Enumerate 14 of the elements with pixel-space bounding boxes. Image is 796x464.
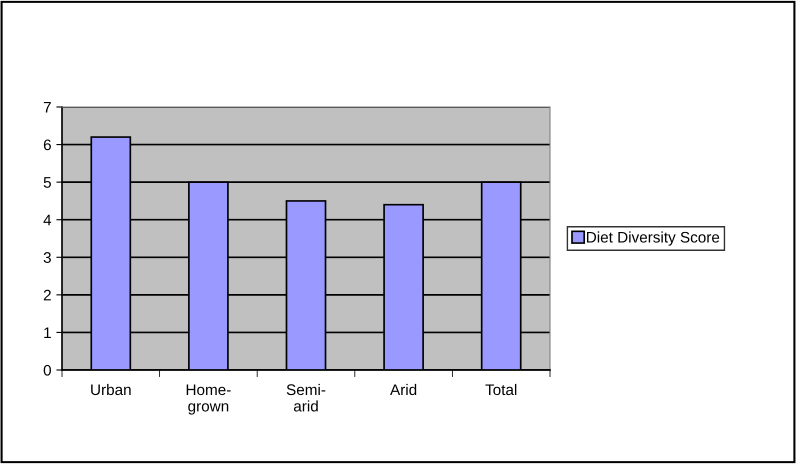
y-tick-label: 4 bbox=[43, 214, 52, 226]
x-tick-label: Semi- arid bbox=[286, 384, 326, 412]
y-tick-label: 6 bbox=[44, 139, 51, 150]
y-tick-label: 1 bbox=[44, 327, 51, 338]
x-tick-label: Arid bbox=[390, 384, 416, 396]
y-tick-label: 0 bbox=[44, 364, 51, 376]
x-tick-label: Total bbox=[485, 384, 516, 396]
y-tick-label: 3 bbox=[44, 252, 51, 263]
y-tick-label: 7 bbox=[44, 102, 51, 113]
y-tick-label: 5 bbox=[44, 177, 51, 188]
x-tick-label: Urban bbox=[91, 384, 131, 396]
x-tick-label: Home- grown bbox=[186, 384, 231, 415]
y-tick-label: 2 bbox=[44, 290, 51, 300]
legend-label: Diet Diversity Score bbox=[586, 231, 720, 246]
